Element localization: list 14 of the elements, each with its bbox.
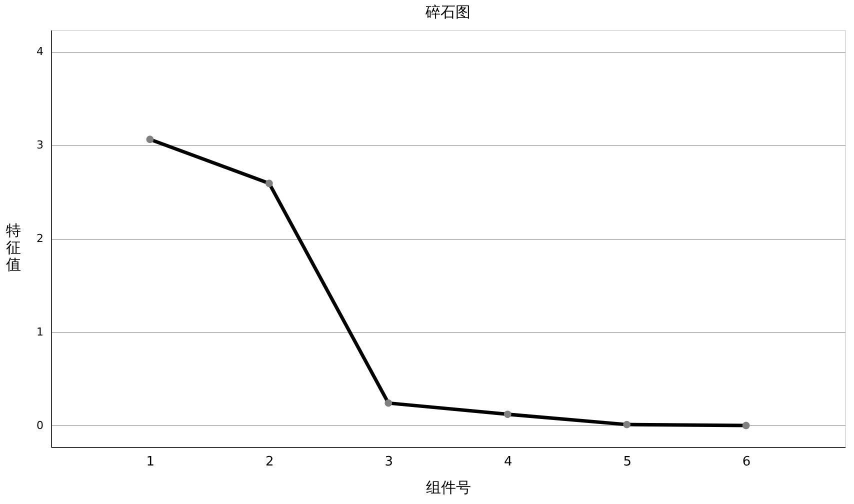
x-tick-label: 1	[146, 454, 155, 470]
x-tick-label: 5	[623, 454, 632, 470]
y-tick-label: 4	[36, 45, 44, 58]
x-tick-label: 6	[742, 454, 751, 470]
y-tick-label: 0	[36, 418, 44, 432]
x-tick-label: 2	[266, 454, 274, 470]
chart-title: 碎石图	[424, 3, 470, 21]
x-tick-label: 4	[504, 454, 512, 470]
y-tick-label: 3	[36, 138, 44, 152]
y-tick-label: 1	[36, 326, 44, 338]
y-tick-label: 2	[36, 232, 44, 245]
x-axis-title: 组件号	[426, 478, 471, 496]
x-tick-label: 3	[384, 454, 394, 470]
y-axis-title: 特征值	[6, 222, 21, 274]
